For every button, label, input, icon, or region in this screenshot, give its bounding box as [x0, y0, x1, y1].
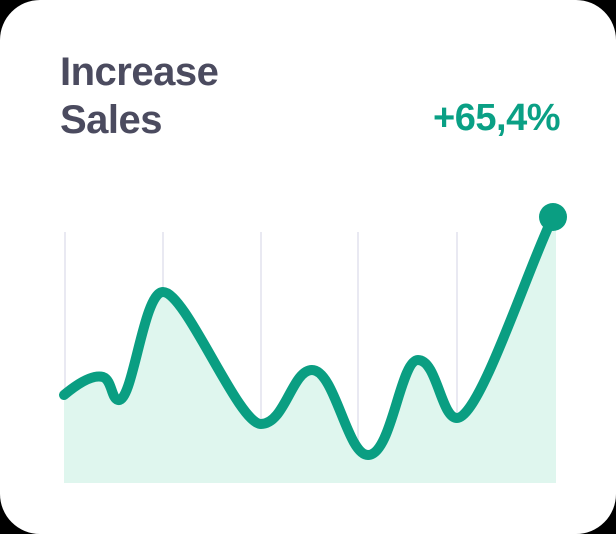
chart-area-fill: [64, 217, 556, 483]
chart-end-point-marker: [539, 203, 567, 231]
delta-block: +65,4%: [433, 96, 560, 140]
title-block: Increase Sales: [60, 48, 390, 144]
status-badge-delta: +65,4%: [433, 97, 560, 139]
chart-trend-line: [59, 212, 558, 460]
card-header: Increase Sales +65,4%: [0, 0, 616, 190]
page-title: Increase Sales: [60, 50, 219, 142]
